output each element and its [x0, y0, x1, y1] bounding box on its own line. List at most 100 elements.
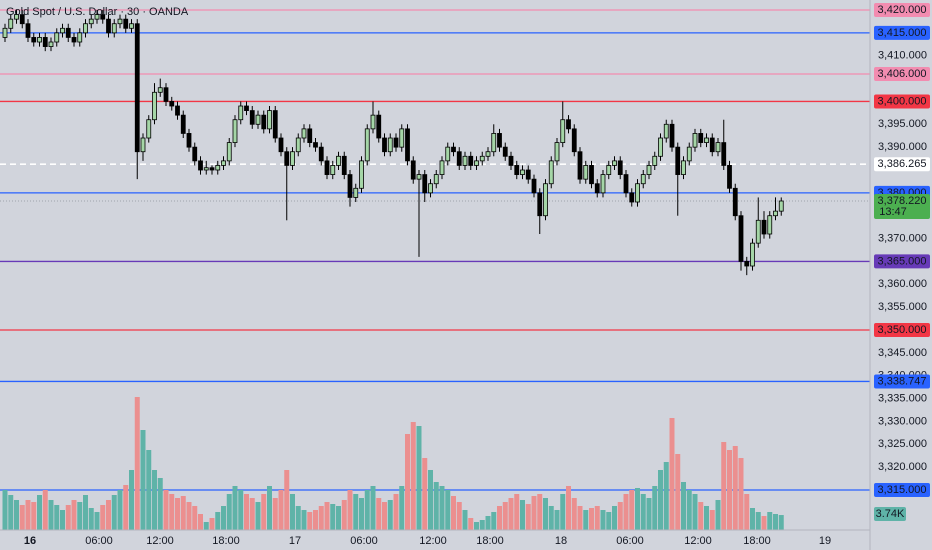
candle-body [744, 261, 750, 267]
volume-bar [353, 494, 359, 530]
level-label: 3,386.265 [878, 158, 927, 170]
volume-bar [600, 510, 606, 530]
volume-bar [364, 490, 370, 530]
candle-body [698, 133, 704, 143]
x-tick-label: 06:00 [350, 535, 378, 547]
candle-body [330, 165, 336, 175]
volume-bar [387, 500, 393, 530]
candle-body [2, 27, 8, 38]
candle-body [249, 110, 255, 125]
candle-body [554, 142, 560, 162]
candle-body [594, 183, 600, 194]
volume-bar [255, 502, 261, 530]
x-tick-label: 18:00 [743, 535, 771, 547]
volume-bar [485, 516, 491, 530]
candle-body [537, 192, 543, 217]
candle-body [399, 128, 405, 148]
level-label-box [874, 67, 930, 82]
y-tick-label: 3,345.000 [878, 347, 927, 359]
volume-bar [531, 496, 537, 530]
candle-body [31, 37, 37, 43]
candle-body [180, 114, 186, 134]
candle-body [721, 142, 727, 166]
candle-body [347, 174, 353, 198]
candle-body [163, 87, 169, 102]
volume-bar [646, 498, 652, 530]
candle-body [238, 105, 244, 121]
candle-body [652, 155, 658, 166]
volume-bar [715, 500, 721, 530]
candle-body [336, 155, 341, 166]
volume-bar [307, 512, 313, 530]
x-tick-label: 12:00 [419, 535, 447, 547]
candle-body [140, 137, 146, 153]
volume-bar [681, 482, 686, 530]
candle-body [606, 165, 612, 175]
candle-body [675, 146, 681, 175]
x-tick-label: 18:00 [212, 535, 240, 547]
volume-bar [347, 490, 353, 530]
volume-bar [658, 470, 663, 530]
candle-body [14, 14, 19, 20]
volume-bar [19, 505, 25, 530]
level-label-box [874, 254, 930, 269]
volume-bar [152, 470, 157, 530]
volume-bar [359, 498, 364, 530]
candle-body [502, 146, 508, 157]
volume-bar [433, 482, 439, 530]
level-label-box [874, 374, 930, 389]
volume-bar [514, 494, 520, 530]
candle-body [203, 167, 209, 171]
candle-body [169, 101, 175, 107]
candle-body [278, 137, 284, 153]
volume-bar [94, 512, 100, 530]
volume-bar [606, 512, 612, 530]
candle-body [709, 137, 715, 153]
candle-body [146, 119, 152, 139]
volume-bar [37, 495, 42, 530]
volume-bar [232, 486, 238, 530]
candle-body [715, 142, 721, 153]
last-price-label: 3,378.220 [878, 195, 927, 207]
candle-body [175, 105, 180, 116]
candle-body [727, 165, 732, 189]
candle-body [410, 160, 416, 180]
candle-body [560, 119, 566, 143]
level-label: 3,406.000 [878, 68, 927, 80]
candle-body [284, 151, 290, 166]
volume-bar [393, 494, 399, 530]
y-tick-label: 3,355.000 [878, 301, 927, 313]
volume-bar [290, 494, 295, 530]
volume-bar [198, 514, 203, 530]
candle-body [456, 151, 462, 166]
candle-body [439, 160, 445, 175]
candle-body [232, 119, 238, 143]
volume-bar [640, 494, 646, 530]
candle-body [313, 142, 318, 148]
candle-body [324, 160, 330, 175]
candle-body [272, 110, 278, 139]
candle-body [244, 105, 249, 111]
candle-body [428, 183, 433, 194]
last-price-box [874, 194, 930, 220]
volume-bar [88, 508, 94, 530]
candle-body [571, 128, 577, 153]
volume-bar [462, 510, 468, 530]
candle-body [65, 27, 71, 38]
candle-body [577, 151, 583, 180]
volume-bar [508, 498, 514, 530]
volume-bar [537, 494, 543, 530]
y-tick-label: 3,370.000 [878, 232, 927, 244]
candle-body [623, 174, 629, 194]
volume-bar [479, 520, 485, 530]
volume-bar [83, 495, 88, 530]
volume-bar [71, 500, 77, 530]
candle-body [290, 151, 295, 166]
candle-body [134, 23, 140, 153]
volume-bar [744, 494, 750, 530]
x-tick-label: 12:00 [684, 535, 712, 547]
volume-bar [180, 496, 186, 530]
volume-bar [157, 478, 163, 530]
candle-body [474, 160, 479, 166]
volume-bar [698, 502, 704, 530]
